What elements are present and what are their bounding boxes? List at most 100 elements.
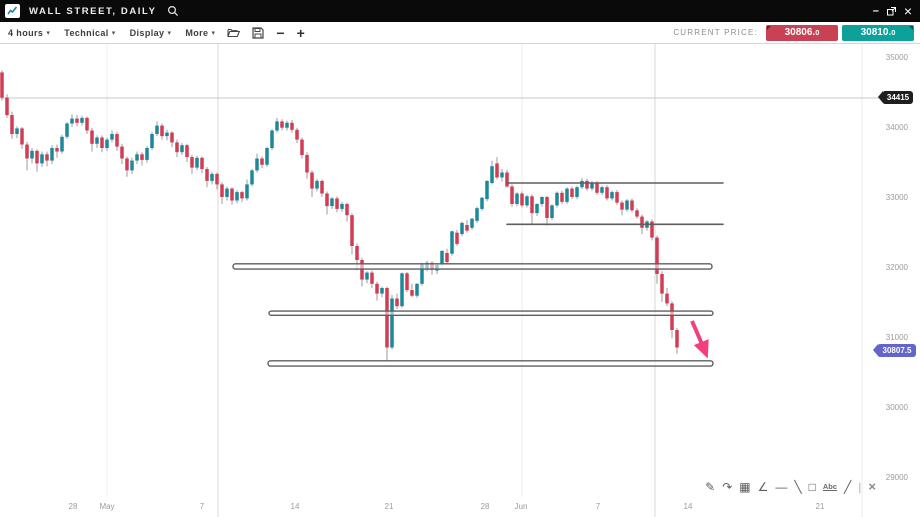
popout-button[interactable] xyxy=(886,6,897,17)
candle-body xyxy=(455,232,459,244)
candle-body xyxy=(290,122,294,130)
x-axis-label: 21 xyxy=(384,502,394,511)
fan-tool-icon[interactable]: ∠ xyxy=(757,480,769,494)
candle-body xyxy=(175,142,179,153)
candle-body xyxy=(230,188,234,201)
candle-body xyxy=(200,157,204,169)
candle-body xyxy=(275,121,279,131)
candle-body xyxy=(345,204,349,216)
sell-price-button[interactable]: 30806. 0 xyxy=(766,24,838,41)
y-axis-label: 32000 xyxy=(885,262,908,272)
candle-body xyxy=(670,303,674,330)
technical-label: Technical xyxy=(64,27,109,38)
candle-body xyxy=(585,180,589,189)
candle-body xyxy=(40,154,44,164)
x-axis-label: 7 xyxy=(199,502,205,511)
drawing-toolbar: ✎ ↷ ▦ ∠ — ╲ □ Abc ╱ | × xyxy=(705,479,876,495)
candle-body xyxy=(575,187,579,197)
candle-body xyxy=(240,192,244,199)
down-arrow-annotation xyxy=(690,320,709,359)
more-dropdown[interactable]: More ▾ xyxy=(185,28,215,38)
candle-body xyxy=(190,157,194,168)
display-dropdown[interactable]: Display ▾ xyxy=(130,28,172,38)
candle-body xyxy=(70,118,74,124)
save-icon[interactable] xyxy=(252,26,264,39)
candle-body xyxy=(245,184,249,199)
technical-dropdown[interactable]: Technical ▾ xyxy=(64,28,115,38)
minimize-button[interactable]: – xyxy=(872,4,879,17)
candle-body xyxy=(365,272,369,280)
chevron-down-icon: ▾ xyxy=(46,29,51,37)
candle-body xyxy=(165,132,169,137)
candle-body xyxy=(95,137,99,144)
horizontal-zone-rectangle xyxy=(268,310,714,317)
pencil-tool-icon[interactable]: ✎ xyxy=(705,480,716,494)
candle-body xyxy=(520,193,524,206)
x-axis-label: 14 xyxy=(290,502,300,511)
grid-tool-icon[interactable]: ▦ xyxy=(739,480,751,494)
candle-body xyxy=(135,154,139,161)
candle-body xyxy=(60,136,64,152)
candle-body xyxy=(305,155,309,173)
candle-body xyxy=(505,172,509,187)
candlestick-chart xyxy=(0,44,884,517)
candle-body xyxy=(110,134,114,140)
candle-body xyxy=(25,144,29,159)
candle-body xyxy=(300,139,304,155)
close-tool-icon[interactable]: × xyxy=(868,479,876,494)
trendline-tool-icon[interactable]: ╲ xyxy=(794,480,802,494)
diagonal-line-tool-icon[interactable]: ╱ xyxy=(844,480,852,494)
x-axis-label: May xyxy=(99,502,115,511)
open-folder-icon[interactable] xyxy=(227,27,241,38)
candle-body xyxy=(550,205,554,218)
y-axis-label: 31000 xyxy=(885,332,908,342)
candle-body xyxy=(265,148,269,165)
candle-body xyxy=(125,158,129,171)
curve-tool-icon[interactable]: ↷ xyxy=(722,480,733,494)
candle-body xyxy=(660,274,664,294)
buy-price-button[interactable]: 30810. 0 xyxy=(842,24,914,41)
candle-body xyxy=(445,253,449,263)
rectangle-tool-icon[interactable]: □ xyxy=(808,480,816,494)
candle-body xyxy=(35,150,39,164)
candle-body xyxy=(45,154,49,161)
close-button[interactable]: × xyxy=(903,3,912,19)
candle-body xyxy=(470,218,474,228)
candle-body xyxy=(115,134,119,147)
candle-body xyxy=(375,283,379,294)
candle-body xyxy=(225,188,229,197)
candle-body xyxy=(350,215,354,246)
x-axis-label: 14 xyxy=(683,502,693,511)
zoom-in-button[interactable]: + xyxy=(296,24,305,41)
candle-body xyxy=(440,250,444,265)
candle-body xyxy=(600,187,604,193)
chart-area[interactable]: 35000 34000 33000 32000 31000 30000 29000 28 May… xyxy=(0,44,920,517)
candle-body xyxy=(30,150,34,159)
title-bar: WALL STREET, DAILY – × xyxy=(0,0,920,22)
candle-body xyxy=(450,231,454,254)
current-price-label: CURRENT PRICE: xyxy=(673,28,758,37)
candle-body xyxy=(580,180,584,188)
search-icon[interactable] xyxy=(167,5,179,17)
candle-body xyxy=(145,148,149,160)
candle-body xyxy=(210,173,214,181)
candle-body xyxy=(490,166,494,183)
candle-body xyxy=(665,293,669,304)
text-tool-icon[interactable]: Abc xyxy=(822,482,838,491)
candle-body xyxy=(270,130,274,148)
candle-body xyxy=(215,173,219,185)
interval-dropdown[interactable]: 4 hours ▾ xyxy=(8,28,50,38)
zoom-out-button[interactable]: − xyxy=(276,24,285,41)
candle-body xyxy=(310,172,314,189)
candle-body xyxy=(590,183,594,189)
candle-body xyxy=(485,180,489,200)
candle-body xyxy=(100,137,104,148)
marked-level-badge: 34415 xyxy=(878,91,913,105)
horizontal-line-tool-icon[interactable]: — xyxy=(775,480,788,494)
x-axis-label: 28 xyxy=(480,502,490,511)
candle-body xyxy=(530,196,534,214)
sell-price: 30806. xyxy=(784,26,816,38)
candle-body xyxy=(105,139,109,148)
y-axis-label: 29000 xyxy=(885,472,908,482)
candle-body xyxy=(640,216,644,228)
